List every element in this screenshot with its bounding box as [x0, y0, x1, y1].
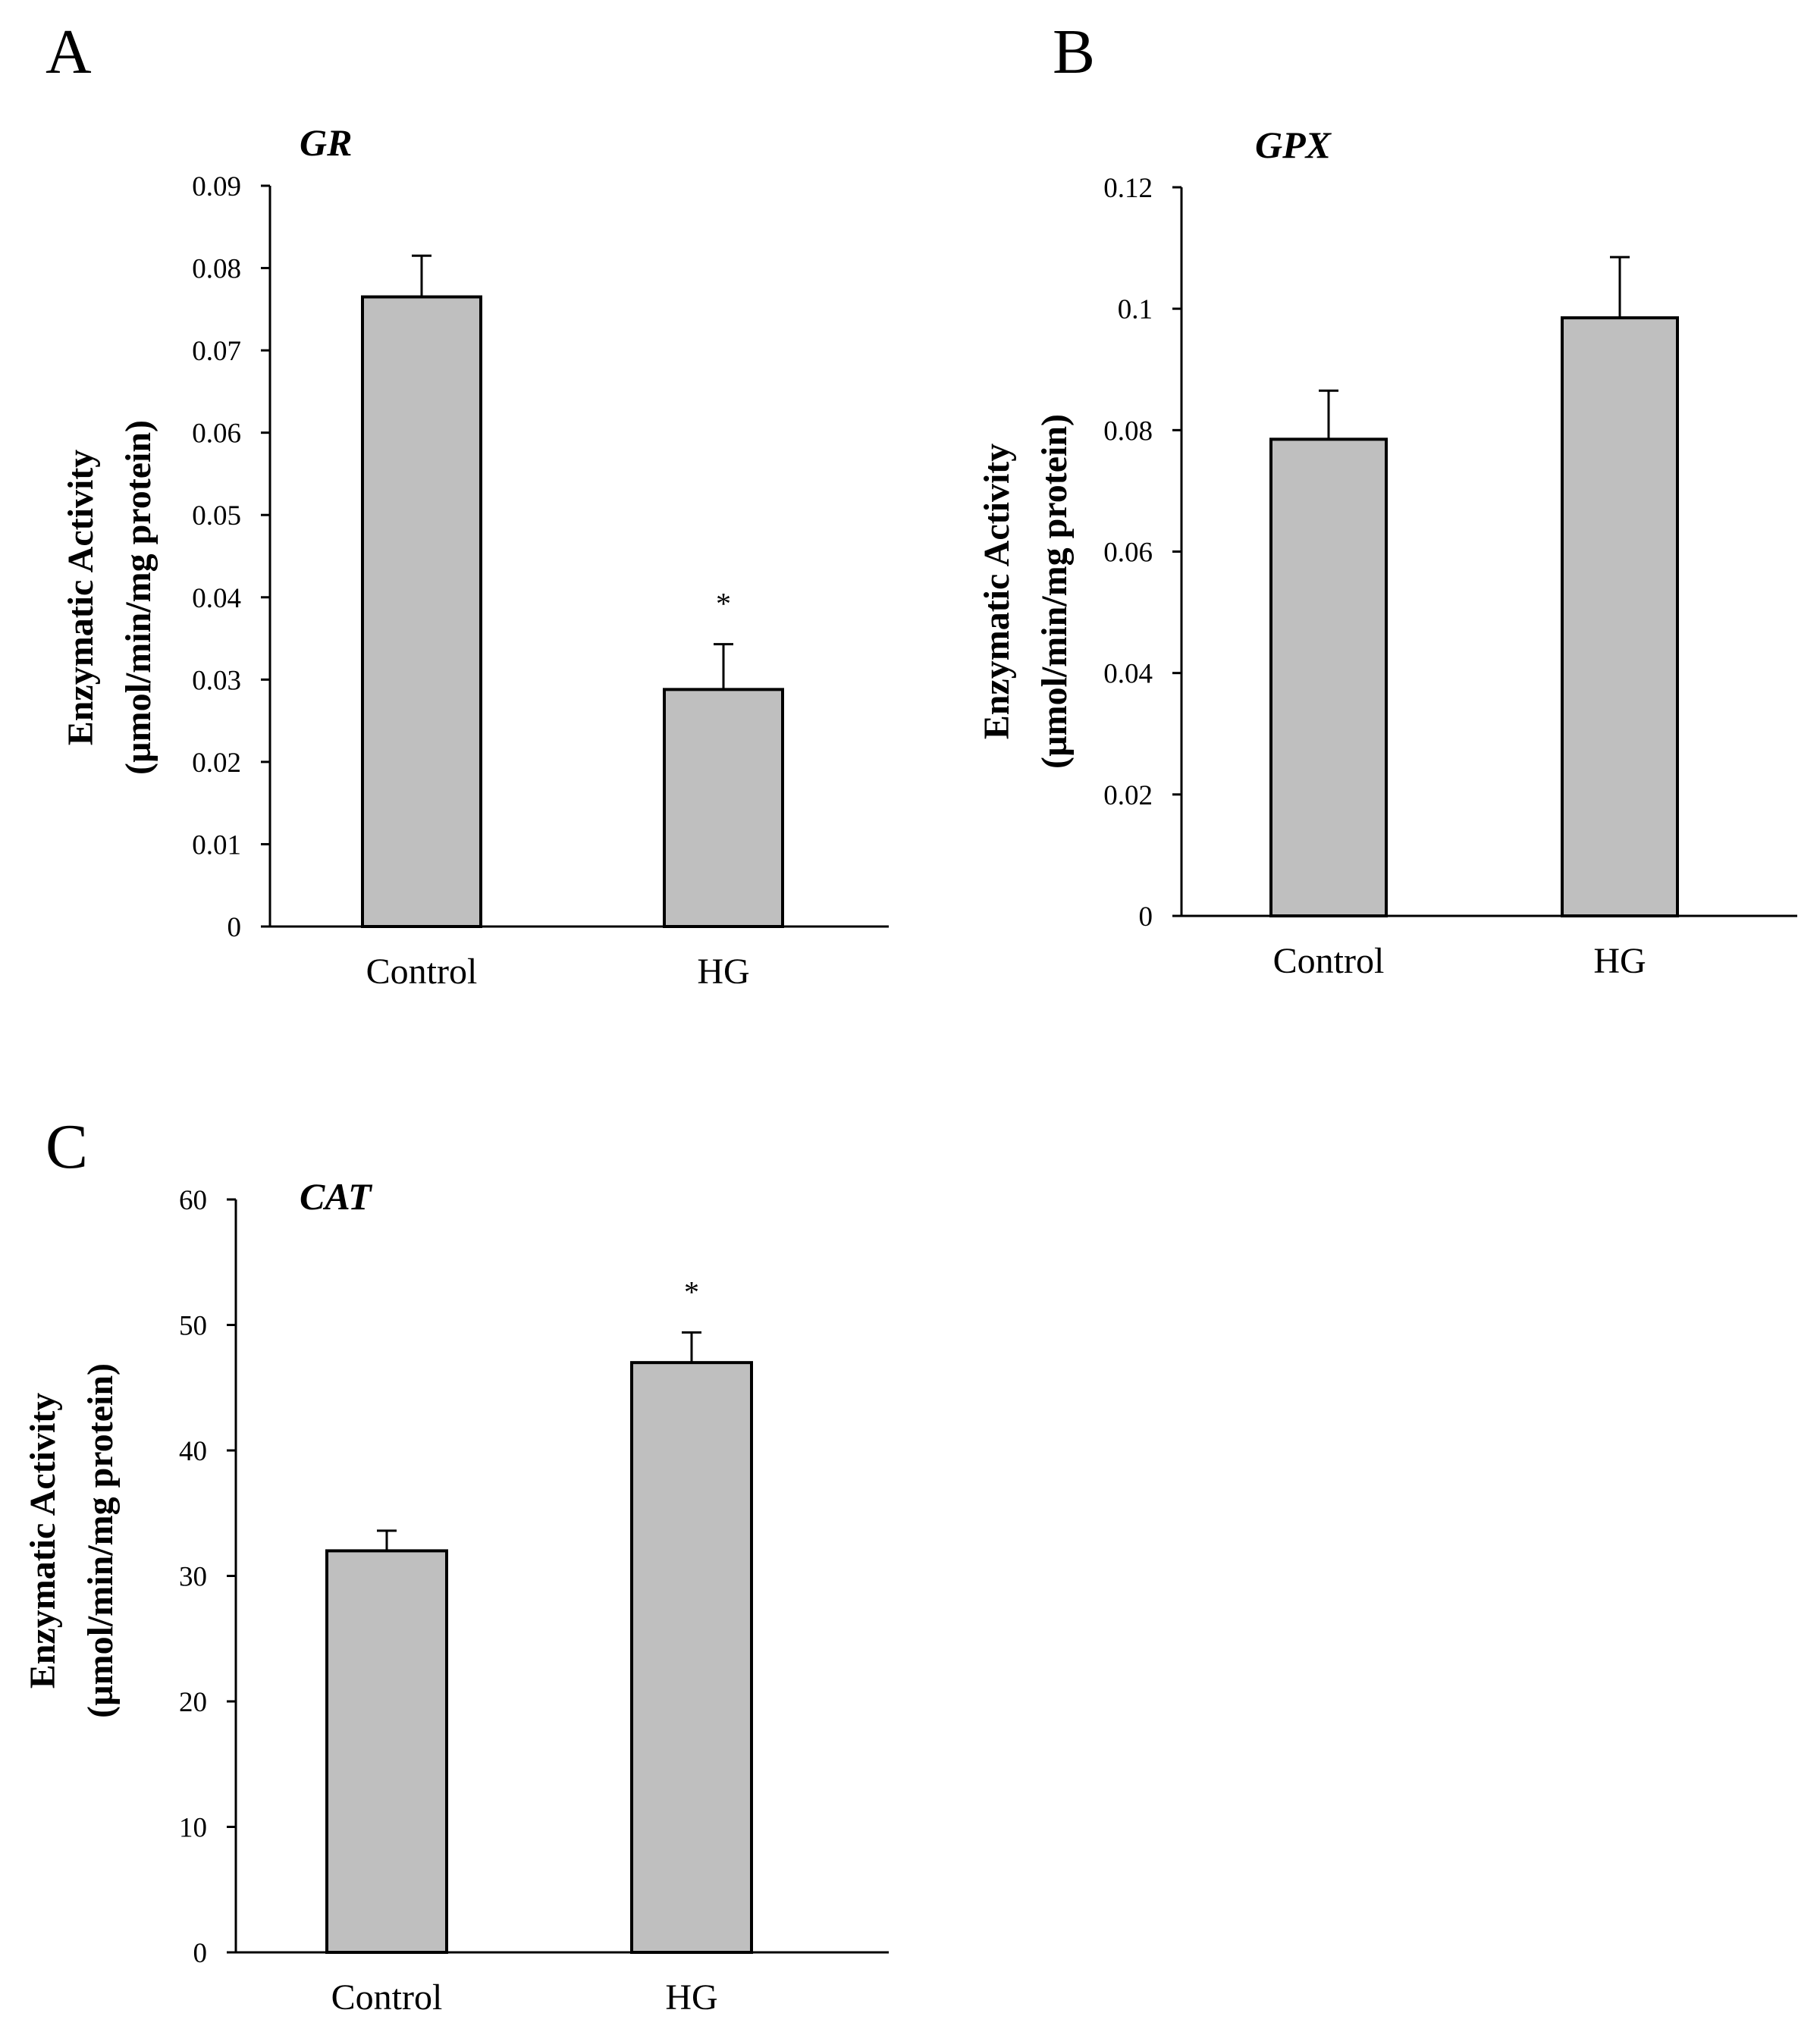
significance-star: *	[684, 1275, 699, 1309]
y-tick-label: 0.03	[192, 665, 241, 696]
bar-hg	[663, 688, 784, 928]
x-tick-label: Control	[331, 1977, 443, 2018]
panel-letter: B	[1053, 17, 1095, 87]
y-tick-label: 60	[179, 1185, 207, 1216]
bar-control	[1269, 437, 1388, 917]
chart-title: GPX	[1255, 124, 1332, 166]
y-tick-label: 0	[228, 912, 242, 943]
y-axis-label-line-2: (µmol/min/mg protein)	[118, 420, 158, 775]
y-tick-label: 0.08	[192, 254, 241, 285]
panel-a: A GR Enzymatic Activity (µmol/min/mg pro…	[46, 17, 889, 992]
y-axis-label-line-2: (µmol/min/mg protein)	[1034, 414, 1075, 769]
bar-control	[361, 295, 482, 928]
y-tick-label: 50	[179, 1311, 207, 1342]
y-axis-label-line-1: Enzymatic Activity	[23, 1393, 63, 1689]
y-tick-label: 10	[179, 1813, 207, 1844]
y-tick-label: 0	[1139, 901, 1153, 933]
panel-b: B GPX Enzymatic Activity (µmol/min/mg pr…	[977, 17, 1797, 981]
bar-hg	[630, 1361, 753, 1954]
y-tick-label: 0.12	[1103, 173, 1153, 204]
y-tick-label: 30	[179, 1562, 207, 1593]
y-tick-label: 0.08	[1103, 415, 1153, 447]
bar-control	[325, 1549, 448, 1954]
panel-letter: A	[46, 17, 92, 87]
x-tick-label: HG	[697, 952, 749, 992]
significance-star: *	[716, 587, 731, 621]
x-tick-label: Control	[366, 952, 478, 992]
y-tick-label: 0	[193, 1938, 208, 1969]
y-axis-label-line-1: Enzymatic Activity	[61, 450, 101, 746]
x-tick-label: Control	[1273, 941, 1385, 981]
y-tick-label: 0.02	[192, 748, 241, 779]
chart-title: GR	[300, 121, 352, 164]
y-tick-label: 0.1	[1118, 294, 1153, 325]
y-tick-label: 0.06	[192, 419, 241, 450]
y-tick-label: 20	[179, 1687, 207, 1718]
y-tick-label: 0.04	[192, 583, 241, 614]
bar-hg	[1561, 316, 1679, 918]
y-axis-label-line-2: (µmol/min/mg protein)	[80, 1363, 121, 1718]
y-tick-label: 0.07	[192, 336, 241, 367]
x-tick-label: HG	[665, 1977, 717, 2018]
chart-title: CAT	[300, 1175, 373, 1218]
panel-letter: C	[46, 1112, 88, 1182]
x-tick-label: HG	[1593, 941, 1646, 981]
y-tick-label: 0.01	[192, 829, 241, 861]
y-tick-label: 0.05	[192, 500, 241, 531]
y-tick-label: 40	[179, 1436, 207, 1467]
y-axis-label-line-1: Enzymatic Activity	[977, 444, 1017, 740]
y-tick-label: 0.06	[1103, 538, 1153, 569]
y-tick-label: 0.04	[1103, 659, 1153, 690]
y-tick-label: 0.02	[1103, 780, 1153, 811]
y-tick-label: 0.09	[192, 171, 241, 202]
panel-c: C CAT Enzymatic Activity (µmol/min/mg pr…	[23, 1112, 889, 2018]
